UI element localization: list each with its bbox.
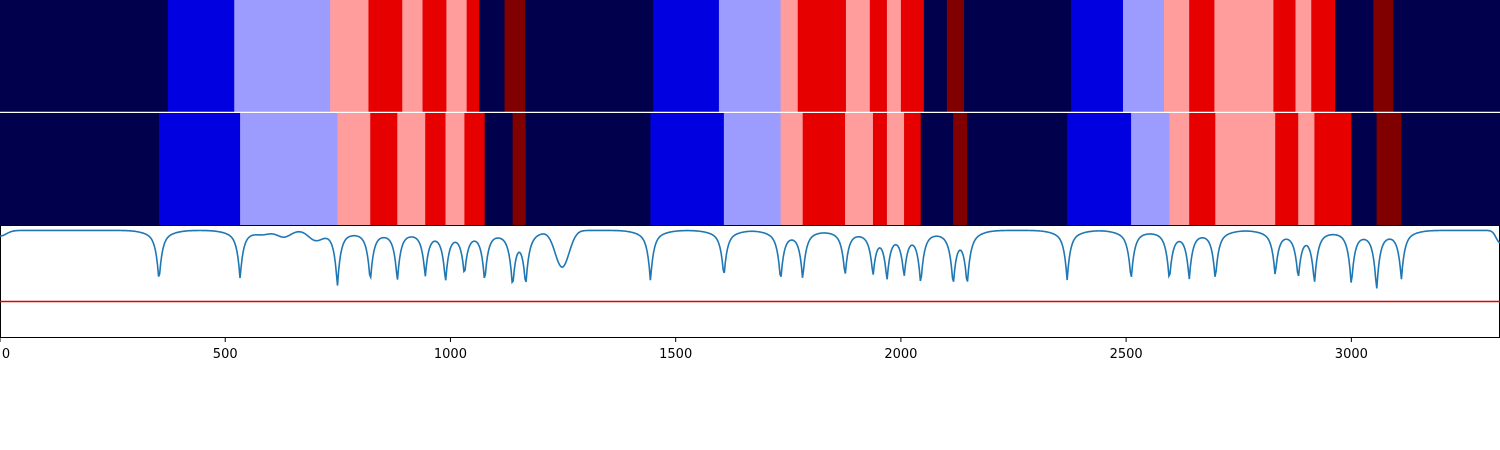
heatmap-segment bbox=[967, 113, 1068, 225]
heatmap-segment bbox=[1376, 113, 1402, 225]
heatmap-segment bbox=[653, 0, 720, 113]
heatmap-segment bbox=[780, 0, 799, 113]
heatmap-segment bbox=[368, 0, 403, 113]
heatmap-segment bbox=[869, 0, 888, 113]
heatmap-segment bbox=[1275, 113, 1299, 225]
heatmap-segment bbox=[422, 0, 447, 113]
heatmap-segment bbox=[0, 0, 169, 113]
heatmap-segment bbox=[479, 0, 505, 113]
heatmap-segment bbox=[780, 113, 804, 225]
heatmap-segment bbox=[240, 113, 338, 225]
line-panel-frame bbox=[0, 225, 1500, 338]
x-tick-label: 3000 bbox=[1335, 347, 1368, 362]
heatmap-segment bbox=[1189, 0, 1215, 113]
heatmap-segment bbox=[425, 113, 446, 225]
heatmap-segment bbox=[159, 113, 241, 225]
x-tick-label: 500 bbox=[213, 347, 238, 362]
heatmap-segment bbox=[650, 113, 725, 225]
heatmap-segment bbox=[1071, 0, 1124, 113]
heatmap-segment bbox=[1214, 0, 1274, 113]
heatmap-segment bbox=[718, 0, 782, 113]
heatmap-segment bbox=[872, 113, 888, 225]
heatmap-segment bbox=[1335, 0, 1374, 113]
heatmap-row-1 bbox=[0, 0, 1500, 113]
heatmap-segment bbox=[370, 113, 398, 225]
heatmap-segment bbox=[525, 0, 654, 113]
heatmap-segment bbox=[1163, 0, 1190, 113]
x-axis: 0 500 1000 1500 2000 2500 3000 bbox=[0, 338, 1368, 362]
heatmap-segment bbox=[797, 0, 847, 113]
heatmap-segment bbox=[904, 113, 922, 225]
heatmap-segment bbox=[1273, 0, 1296, 113]
heatmap-segment bbox=[464, 113, 486, 225]
heatmap-segment bbox=[168, 0, 235, 113]
heatmap-segment bbox=[1189, 113, 1216, 225]
heatmap-segment bbox=[920, 113, 954, 225]
heatmap-segment bbox=[484, 113, 514, 225]
line-panel bbox=[0, 225, 1500, 338]
heatmap-segment bbox=[1131, 113, 1170, 225]
heatmap-row-2 bbox=[0, 113, 1500, 225]
heatmap-segment bbox=[0, 113, 160, 225]
heatmap-segment bbox=[1169, 113, 1190, 225]
heatmap-segment bbox=[504, 0, 526, 113]
heatmap-segment bbox=[337, 113, 371, 225]
heatmap-segment bbox=[946, 0, 965, 113]
heatmap-segment bbox=[886, 0, 902, 113]
heatmap-segment bbox=[1351, 113, 1377, 225]
heatmap-segment bbox=[1393, 0, 1500, 113]
heatmap-segment bbox=[1373, 0, 1394, 113]
x-tick-label: 2000 bbox=[884, 347, 917, 362]
heatmap-segment bbox=[402, 0, 423, 113]
heatmap-segment bbox=[1314, 113, 1352, 225]
heatmap-segment bbox=[1122, 0, 1165, 113]
heatmap-segment bbox=[446, 0, 468, 113]
heatmap-segment bbox=[466, 0, 480, 113]
heatmap-segment bbox=[723, 113, 782, 225]
x-tick-label: 1500 bbox=[659, 347, 692, 362]
heatmap-segment bbox=[845, 113, 874, 225]
heatmap-segment bbox=[525, 113, 651, 225]
heatmap-segment bbox=[953, 113, 968, 225]
heatmap-segment bbox=[886, 113, 905, 225]
heatmap-segment bbox=[330, 0, 369, 113]
heatmap-segment bbox=[1295, 0, 1312, 113]
heatmap-segment bbox=[923, 0, 948, 113]
heatmap-segment bbox=[1311, 0, 1336, 113]
heatmap-segment bbox=[1401, 113, 1500, 225]
heatmap-segment bbox=[234, 0, 331, 113]
x-tick-label: 2500 bbox=[1110, 347, 1143, 362]
heatmap-segment bbox=[445, 113, 465, 225]
x-tick-label: 0 bbox=[2, 347, 10, 362]
heatmap-segment bbox=[1298, 113, 1315, 225]
heatmap-segment bbox=[1067, 113, 1132, 225]
x-tick-label: 1000 bbox=[434, 347, 467, 362]
heatmap-segment bbox=[963, 0, 1072, 113]
heatmap-segment bbox=[802, 113, 846, 225]
heatmap-segment bbox=[397, 113, 426, 225]
heatmap-segment bbox=[1215, 113, 1276, 225]
signal-line bbox=[0, 229, 1500, 289]
heatmap-segment bbox=[900, 0, 925, 113]
heatmap-segment bbox=[512, 113, 527, 225]
heatmap-segment bbox=[845, 0, 871, 113]
